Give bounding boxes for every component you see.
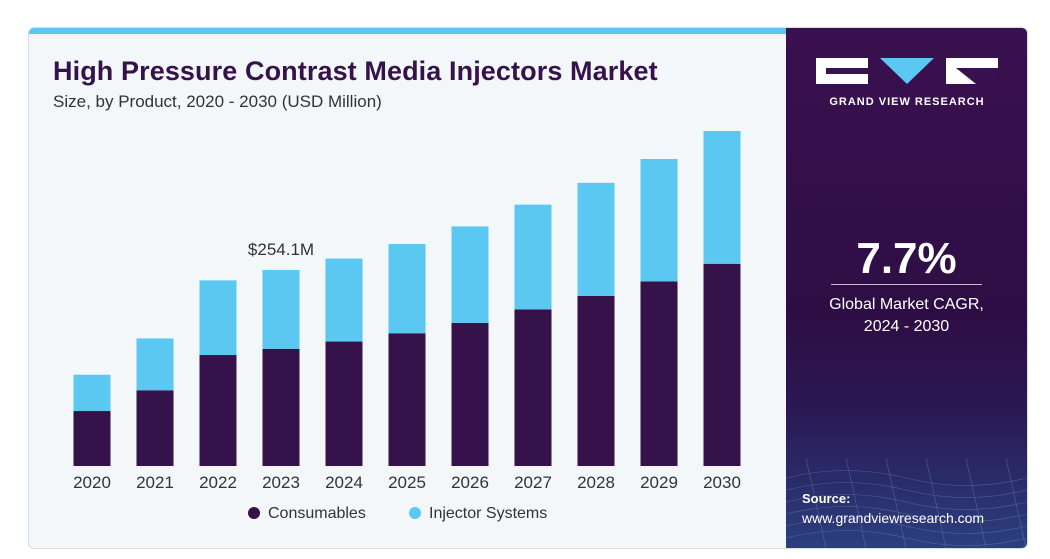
- bar-injector-systems-2028: [577, 182, 615, 296]
- chart-subtitle: Size, by Product, 2020 - 2030 (USD Milli…: [53, 92, 382, 111]
- x-tick-label-2022: 2022: [199, 473, 237, 492]
- info-panel: GRAND VIEW RESEARCH 7.7% Global Market C…: [786, 28, 1027, 548]
- legend-label-injector-systems: Injector Systems: [429, 505, 547, 522]
- cagr-value: 7.7%: [856, 234, 957, 283]
- bar-injector-systems-2029: [640, 159, 678, 282]
- bar-injector-systems-2020: [73, 374, 111, 412]
- cagr-label: Global Market CAGR, 2024 - 2030: [786, 294, 1027, 338]
- x-tick-label-2029: 2029: [640, 473, 678, 492]
- bar-injector-systems-2023: [262, 269, 300, 349]
- x-tick-label-2025: 2025: [388, 473, 426, 492]
- x-tick-label-2024: 2024: [325, 473, 363, 492]
- source-label: Source:: [802, 491, 851, 506]
- chart-card: High Pressure Contrast Media Injectors M…: [28, 27, 1028, 549]
- legend-label-consumables: Consumables: [268, 505, 366, 522]
- x-tick-label-2028: 2028: [577, 473, 615, 492]
- bar-chart: 2020 2021 2022 2023 2024 2025 2026 2027 2028 2029…: [73, 131, 741, 522]
- x-tick-label-2026: 2026: [451, 473, 489, 492]
- chart-panel: High Pressure Contrast Media Injectors M…: [29, 28, 786, 548]
- bar-injector-systems-2024: [325, 258, 363, 342]
- cagr-divider: [831, 284, 982, 285]
- cagr-label-line2: 2024 - 2030: [863, 318, 950, 335]
- bar-consumables-2026: [451, 322, 489, 466]
- bar-injector-systems-2022: [199, 280, 237, 356]
- x-tick-label-2030: 2030: [703, 473, 741, 492]
- grand-view-research-logo: [816, 58, 998, 84]
- bar-consumables-2023: [262, 348, 300, 466]
- bar-consumables-2020: [73, 411, 111, 466]
- chart-title: High Pressure Contrast Media Injectors M…: [53, 56, 658, 86]
- bar-injector-systems-2021: [136, 338, 174, 391]
- bar-injector-systems-2026: [451, 226, 489, 323]
- bar-injector-systems-2030: [703, 131, 741, 264]
- cagr-label-line1: Global Market CAGR,: [829, 296, 984, 313]
- bar-consumables-2025: [388, 333, 426, 466]
- source-url[interactable]: www.grandviewresearch.com: [802, 510, 985, 526]
- bar-consumables-2030: [703, 263, 741, 466]
- accent-bar: [29, 28, 786, 34]
- x-tick-label-2023: 2023: [262, 473, 300, 492]
- x-tick-label-2021: 2021: [136, 473, 174, 492]
- bar-consumables-2021: [136, 390, 174, 466]
- bar-consumables-2022: [199, 355, 237, 466]
- legend-marker-consumables: [248, 507, 260, 519]
- x-tick-label-2020: 2020: [73, 473, 111, 492]
- bar-consumables-2027: [514, 309, 552, 466]
- bar-consumables-2028: [577, 295, 615, 466]
- data-label-2023: $254.1M: [248, 240, 314, 259]
- bar-consumables-2029: [640, 281, 678, 466]
- bar-injector-systems-2027: [514, 204, 552, 310]
- brand-name: GRAND VIEW RESEARCH: [829, 96, 985, 108]
- bar-consumables-2024: [325, 341, 363, 466]
- bar-injector-systems-2025: [388, 244, 426, 334]
- legend-marker-injector-systems: [409, 507, 421, 519]
- decorative-mesh: [786, 458, 1027, 548]
- x-tick-label-2027: 2027: [514, 473, 552, 492]
